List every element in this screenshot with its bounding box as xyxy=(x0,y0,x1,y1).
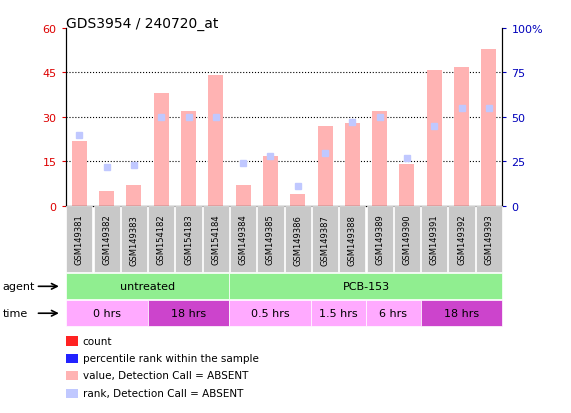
Text: rank, Detection Call = ABSENT: rank, Detection Call = ABSENT xyxy=(83,388,243,398)
Text: 1.5 hrs: 1.5 hrs xyxy=(319,309,358,318)
Text: GSM154182: GSM154182 xyxy=(156,214,166,265)
Text: GSM149381: GSM149381 xyxy=(75,214,84,265)
Text: GSM149392: GSM149392 xyxy=(457,214,466,265)
Text: 0.5 hrs: 0.5 hrs xyxy=(251,309,289,318)
Bar xyxy=(317,126,332,206)
Text: GSM149389: GSM149389 xyxy=(375,214,384,265)
Bar xyxy=(208,76,223,206)
Text: untreated: untreated xyxy=(120,282,175,292)
Text: GSM154184: GSM154184 xyxy=(211,214,220,265)
Bar xyxy=(263,156,278,206)
Text: GSM149383: GSM149383 xyxy=(130,214,138,265)
Text: time: time xyxy=(3,309,28,318)
Text: GSM149382: GSM149382 xyxy=(102,214,111,265)
Bar xyxy=(236,186,251,206)
Bar xyxy=(481,50,496,206)
Text: count: count xyxy=(83,336,112,346)
Bar xyxy=(99,192,114,206)
Text: GSM149391: GSM149391 xyxy=(430,214,439,265)
Text: agent: agent xyxy=(3,282,35,292)
Bar xyxy=(345,123,360,206)
Text: 18 hrs: 18 hrs xyxy=(171,309,206,318)
Text: GSM149384: GSM149384 xyxy=(239,214,248,265)
Text: value, Detection Call = ABSENT: value, Detection Call = ABSENT xyxy=(83,370,248,380)
Bar xyxy=(427,70,442,206)
Bar xyxy=(372,112,387,206)
Text: GDS3954 / 240720_at: GDS3954 / 240720_at xyxy=(66,17,218,31)
Bar xyxy=(290,195,305,206)
Bar xyxy=(454,67,469,206)
Text: 6 hrs: 6 hrs xyxy=(379,309,407,318)
Bar xyxy=(72,141,87,206)
Text: GSM149385: GSM149385 xyxy=(266,214,275,265)
Bar xyxy=(400,165,415,206)
Text: percentile rank within the sample: percentile rank within the sample xyxy=(83,353,259,363)
Bar xyxy=(154,94,168,206)
Text: GSM149388: GSM149388 xyxy=(348,214,357,265)
Text: PCB-153: PCB-153 xyxy=(343,282,389,292)
Text: 0 hrs: 0 hrs xyxy=(93,309,120,318)
Text: GSM149387: GSM149387 xyxy=(320,214,329,265)
Text: 18 hrs: 18 hrs xyxy=(444,309,479,318)
Text: GSM149390: GSM149390 xyxy=(403,214,412,265)
Bar xyxy=(126,186,142,206)
Bar xyxy=(181,112,196,206)
Text: GSM154183: GSM154183 xyxy=(184,214,193,265)
Text: GSM149386: GSM149386 xyxy=(293,214,302,265)
Text: GSM149393: GSM149393 xyxy=(484,214,493,265)
